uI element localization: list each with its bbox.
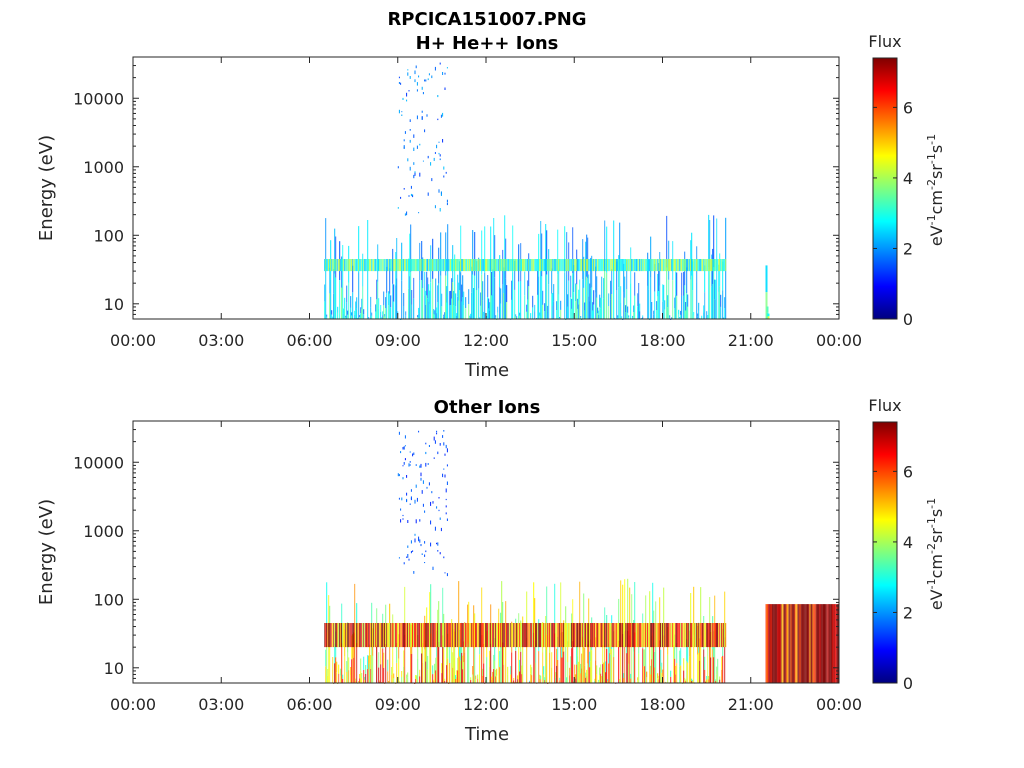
x-tick-label: 18:00 (639, 695, 685, 714)
panel-other-ions: Other Ions Energy (eV) Time 00:00 03:00 06… (36, 396, 946, 745)
colorbar-unit-label: eV-1cm-2sr-1s-1 (925, 498, 946, 610)
colorbar-tick-label: 6 (903, 98, 913, 117)
heatmap-area (324, 430, 840, 684)
heatmap-region (397, 62, 448, 216)
heatmap-region (765, 604, 840, 683)
plot-frame (132, 56, 840, 320)
y-tick-label: 100 (93, 226, 124, 245)
colorbar-ticks: 0 2 4 6 (873, 98, 913, 329)
colorbar-tick-label: 0 (903, 310, 913, 329)
heatmap-area (324, 62, 770, 320)
colorbar-tick-label: 4 (903, 533, 913, 552)
colorbar-ticks: 0 2 4 6 (873, 462, 913, 693)
heatmap-region (765, 265, 770, 319)
x-axis-label: Time (464, 724, 509, 745)
colorbar-gradient (872, 57, 898, 320)
y-tick-label: 10000 (73, 453, 124, 472)
x-axis-ticks: 00:00 03:00 06:00 09:00 12:00 15:00 18:00 21:00… (110, 421, 862, 714)
colorbar-tick-label: 4 (903, 169, 913, 188)
y-tick-label: 100 (93, 590, 124, 609)
figure-filename-title: RPCICA151007.PNG (387, 9, 586, 30)
colorbar-gradient (872, 421, 898, 684)
x-tick-label: 18:00 (639, 331, 685, 350)
colorbar-title: Flux (868, 32, 901, 51)
x-tick-label: 03:00 (198, 331, 244, 350)
x-tick-label: 03:00 (198, 695, 244, 714)
x-axis-ticks: 00:00 03:00 06:00 09:00 12:00 15:00 18:00 21:00… (110, 57, 862, 350)
panel-h-he-ions: H+ He++ Ions Energy (eV) Time 00:00 03:00… (36, 32, 946, 381)
y-axis-ticks: 10 100 1000 10000 (73, 420, 839, 684)
x-tick-label: 12:00 (463, 695, 509, 714)
y-axis-label: Energy (eV) (36, 135, 57, 241)
heatmap-region (324, 259, 727, 272)
x-axis-label: Time (464, 360, 509, 381)
x-tick-label: 00:00 (816, 695, 862, 714)
colorbar-tick-label: 6 (903, 462, 913, 481)
x-tick-label: 06:00 (286, 695, 332, 714)
x-tick-label: 12:00 (463, 331, 509, 350)
panel-title: H+ He++ Ions (416, 33, 559, 54)
y-tick-label: 1000 (83, 158, 124, 177)
x-tick-label: 21:00 (728, 331, 774, 350)
panel-title: Other Ions (434, 397, 541, 418)
x-tick-label: 00:00 (816, 331, 862, 350)
y-tick-label: 1000 (83, 522, 124, 541)
heatmap-region (324, 623, 727, 648)
x-tick-label: 00:00 (110, 695, 156, 714)
colorbar-title: Flux (868, 396, 901, 415)
y-axis-ticks: 10 100 1000 10000 (73, 56, 839, 320)
colorbar: Flux 0 2 4 6 eV-1cm-2sr-1s-1 (868, 32, 946, 329)
y-tick-label: 10000 (73, 89, 124, 108)
x-tick-label: 21:00 (728, 695, 774, 714)
x-tick-label: 15:00 (551, 331, 597, 350)
colorbar-tick-label: 2 (903, 239, 913, 258)
x-tick-label: 00:00 (110, 331, 156, 350)
x-tick-label: 09:00 (375, 695, 421, 714)
x-tick-label: 15:00 (551, 695, 597, 714)
x-tick-label: 09:00 (375, 331, 421, 350)
colorbar-tick-label: 0 (903, 674, 913, 693)
colorbar-unit-label: eV-1cm-2sr-1s-1 (925, 134, 946, 246)
y-axis-label: Energy (eV) (36, 499, 57, 605)
y-tick-label: 10 (104, 295, 124, 314)
y-tick-label: 10 (104, 659, 124, 678)
heatmap-region (324, 214, 727, 320)
colorbar: Flux 0 2 4 6 eV-1cm-2sr-1s-1 (868, 396, 946, 693)
colorbar-tick-label: 2 (903, 603, 913, 622)
heatmap-region (397, 430, 448, 577)
x-tick-label: 06:00 (286, 331, 332, 350)
